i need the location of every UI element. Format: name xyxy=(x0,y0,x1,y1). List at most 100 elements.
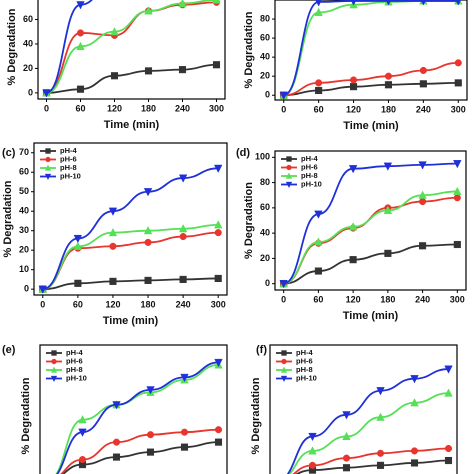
marker xyxy=(212,61,221,69)
marker xyxy=(178,0,187,8)
marker xyxy=(73,234,83,244)
marker xyxy=(110,27,119,36)
marker xyxy=(74,279,82,287)
marker xyxy=(112,453,121,461)
plot-area xyxy=(279,160,462,289)
marker xyxy=(214,274,222,282)
marker xyxy=(214,358,223,368)
legend-marker xyxy=(51,358,57,365)
marker xyxy=(110,72,119,80)
y-tick-label: 100 xyxy=(255,152,270,162)
marker xyxy=(144,276,152,284)
marker xyxy=(410,447,419,455)
plot-frame xyxy=(33,142,228,296)
y-tick-label: 60 xyxy=(260,202,270,212)
x-tick-label: 300 xyxy=(211,299,226,309)
marker xyxy=(419,66,427,75)
marker xyxy=(376,387,385,396)
marker xyxy=(454,79,462,87)
y-tick-label: 20 xyxy=(260,253,270,263)
marker xyxy=(410,398,419,407)
legend-marker xyxy=(285,181,293,188)
marker xyxy=(180,443,189,451)
y-tick-label: 0 xyxy=(265,278,270,288)
series-line xyxy=(46,0,93,94)
y-tick-label: 50 xyxy=(19,186,29,196)
marker xyxy=(349,83,358,91)
marker xyxy=(444,456,453,465)
marker xyxy=(455,0,462,6)
legend-label: pH-10 xyxy=(296,373,317,382)
legend-label: pH-8 xyxy=(60,163,77,172)
marker xyxy=(419,80,427,88)
marker xyxy=(109,277,117,285)
legend-marker xyxy=(50,366,58,373)
legend-label: pH-4 xyxy=(301,154,318,163)
plot-frame xyxy=(37,0,226,100)
y-tick-label: 0 xyxy=(24,284,29,294)
marker xyxy=(376,461,385,469)
plot-area xyxy=(55,358,223,474)
marker xyxy=(348,222,358,231)
marker xyxy=(180,373,189,383)
x-tick-label: 0 xyxy=(281,294,286,304)
marker xyxy=(314,267,322,275)
marker xyxy=(212,0,221,4)
series-line xyxy=(46,63,217,94)
panel: (d) 0 60 120 180 240 300 0 20 40 60 80 100 Time (min)… xyxy=(236,147,467,322)
panel-label: (d) xyxy=(236,147,250,159)
marker xyxy=(178,174,188,183)
x-tick-label: 300 xyxy=(450,294,465,304)
marker xyxy=(315,86,323,95)
x-tick-label: 0 xyxy=(281,104,286,114)
y-tick-label: 30 xyxy=(19,225,29,235)
plot-area xyxy=(42,0,221,98)
y-tick-label: 80 xyxy=(260,177,270,187)
legend-label: pH-10 xyxy=(60,171,81,180)
x-tick-label: 60 xyxy=(313,294,323,304)
series-line xyxy=(283,196,458,285)
y-tick-label: 80 xyxy=(260,13,270,23)
marker xyxy=(418,161,427,170)
x-tick-label: 120 xyxy=(107,103,122,113)
x-tick-label: 180 xyxy=(381,104,396,114)
series-line xyxy=(283,190,458,285)
marker xyxy=(178,224,188,233)
x-tick-label: 0 xyxy=(40,299,45,309)
marker xyxy=(180,428,189,436)
series-line xyxy=(283,0,459,97)
marker xyxy=(383,205,393,214)
legend-label: pH-10 xyxy=(66,373,87,382)
y-tick-label: 60 xyxy=(260,32,270,42)
marker xyxy=(146,448,155,456)
y-axis-label: % Degradation xyxy=(250,377,262,454)
legend-marker xyxy=(281,358,287,365)
legend-marker xyxy=(44,173,52,180)
legend-label: pH-4 xyxy=(66,348,83,357)
marker xyxy=(342,431,351,441)
panel: (f) % Degradation pH-4pH-6pH-8pH-10 xyxy=(250,344,458,474)
marker xyxy=(76,41,85,50)
series-line xyxy=(283,81,459,97)
marker xyxy=(112,438,121,446)
x-tick-label: 240 xyxy=(416,104,431,114)
legend-label: pH-8 xyxy=(66,365,83,374)
marker xyxy=(179,275,187,283)
marker xyxy=(410,459,419,467)
marker xyxy=(384,72,393,80)
marker xyxy=(384,249,392,257)
y-axis-label: % Degradation xyxy=(243,11,255,88)
series-line xyxy=(286,368,449,474)
marker xyxy=(214,438,223,446)
legend-label: pH-6 xyxy=(296,356,313,365)
y-tick-label: 70 xyxy=(19,147,29,157)
x-tick-label: 240 xyxy=(175,103,190,113)
panel: (e) % Degradation pH-4pH-6pH-8pH-10 xyxy=(2,344,228,474)
x-tick-label: 0 xyxy=(44,103,49,113)
marker xyxy=(143,226,153,235)
legend-label: pH-8 xyxy=(301,171,318,180)
y-tick-label: 20 xyxy=(23,63,33,73)
plot-frame xyxy=(269,344,458,474)
x-tick-label: 60 xyxy=(314,104,324,114)
panel-label: (c) xyxy=(2,147,16,159)
